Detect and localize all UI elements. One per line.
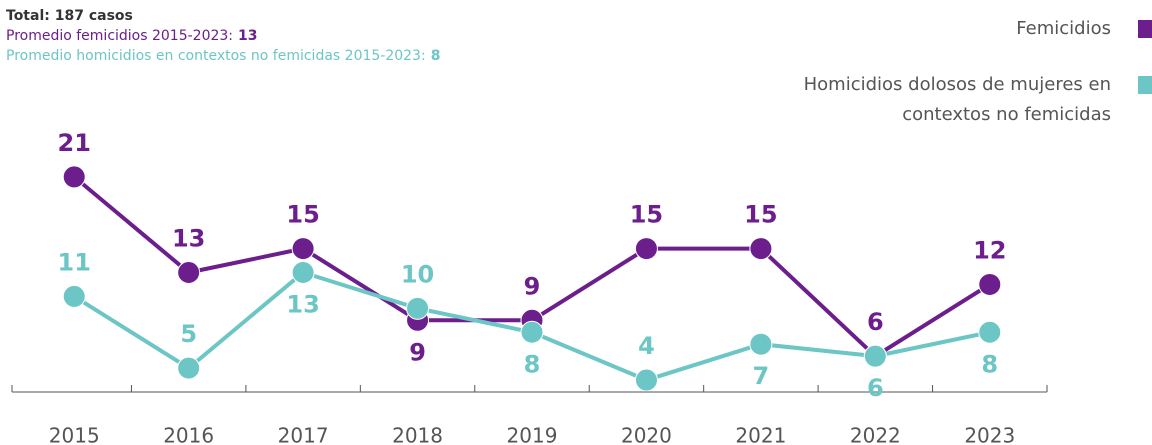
note-label: Promedio homicidios en contextos no femi… <box>6 48 426 64</box>
data-label: 6 <box>867 308 884 336</box>
note: Promedio femicidios 2015-2023: 13 <box>6 26 440 46</box>
data-label: 13 <box>286 291 319 319</box>
x-tick-label: 2020 <box>621 424 672 445</box>
point <box>177 356 201 380</box>
point <box>520 320 544 344</box>
note-value: 8 <box>430 48 441 64</box>
point <box>749 237 773 261</box>
point <box>406 296 430 320</box>
x-tick-label: 2018 <box>392 424 443 445</box>
data-label: 8 <box>981 350 998 378</box>
header: Total: 187 casos Promedio femicidios 201… <box>6 6 440 66</box>
data-label: 10 <box>401 260 434 288</box>
x-tick-label: 2021 <box>735 424 786 445</box>
data-label: 11 <box>58 248 91 276</box>
data-label: 4 <box>638 332 655 360</box>
legend-swatch <box>1138 76 1152 94</box>
x-tick-label: 2023 <box>964 424 1015 445</box>
data-label: 9 <box>524 272 541 300</box>
point <box>62 165 86 189</box>
point <box>978 272 1002 296</box>
title: Total: 187 casos <box>6 8 133 24</box>
data-label: 15 <box>630 201 663 229</box>
note-label: Promedio femicidios 2015-2023: <box>6 28 234 44</box>
x-tick-label: 2015 <box>49 424 100 445</box>
point <box>291 237 315 261</box>
data-label: 21 <box>58 129 91 157</box>
data-label: 15 <box>286 201 319 229</box>
data-label: 9 <box>409 338 426 366</box>
data-label: 7 <box>753 362 770 390</box>
x-tick-label: 2016 <box>163 424 214 445</box>
point <box>978 320 1002 344</box>
data-label: 6 <box>867 374 884 402</box>
data-label: 13 <box>172 225 205 253</box>
legend-swatch <box>1138 20 1152 38</box>
point <box>634 237 658 261</box>
x-tick-label: 2019 <box>507 424 558 445</box>
x-tick-label: 2022 <box>850 424 901 445</box>
data-label: 15 <box>744 201 777 229</box>
x-tick-label: 2017 <box>278 424 329 445</box>
point <box>634 368 658 392</box>
note: Promedio homicidios en contextos no femi… <box>6 46 440 66</box>
legend-item: Femicidios <box>732 14 1152 44</box>
legend: Femicidios Homicidios dolosos de mujeres … <box>732 14 1152 156</box>
point <box>291 261 315 284</box>
note-value: 13 <box>238 28 258 44</box>
legend-label: Femicidios <box>1016 18 1111 39</box>
data-label: 12 <box>973 236 1006 264</box>
legend-label: Homicidios dolosos de mujeres en context… <box>803 74 1111 125</box>
data-label: 5 <box>180 320 197 348</box>
point <box>863 344 887 368</box>
point <box>749 332 773 356</box>
point <box>62 284 86 308</box>
data-label: 8 <box>524 350 541 378</box>
legend-item: Homicidios dolosos de mujeres en context… <box>732 70 1152 130</box>
point <box>177 261 201 284</box>
